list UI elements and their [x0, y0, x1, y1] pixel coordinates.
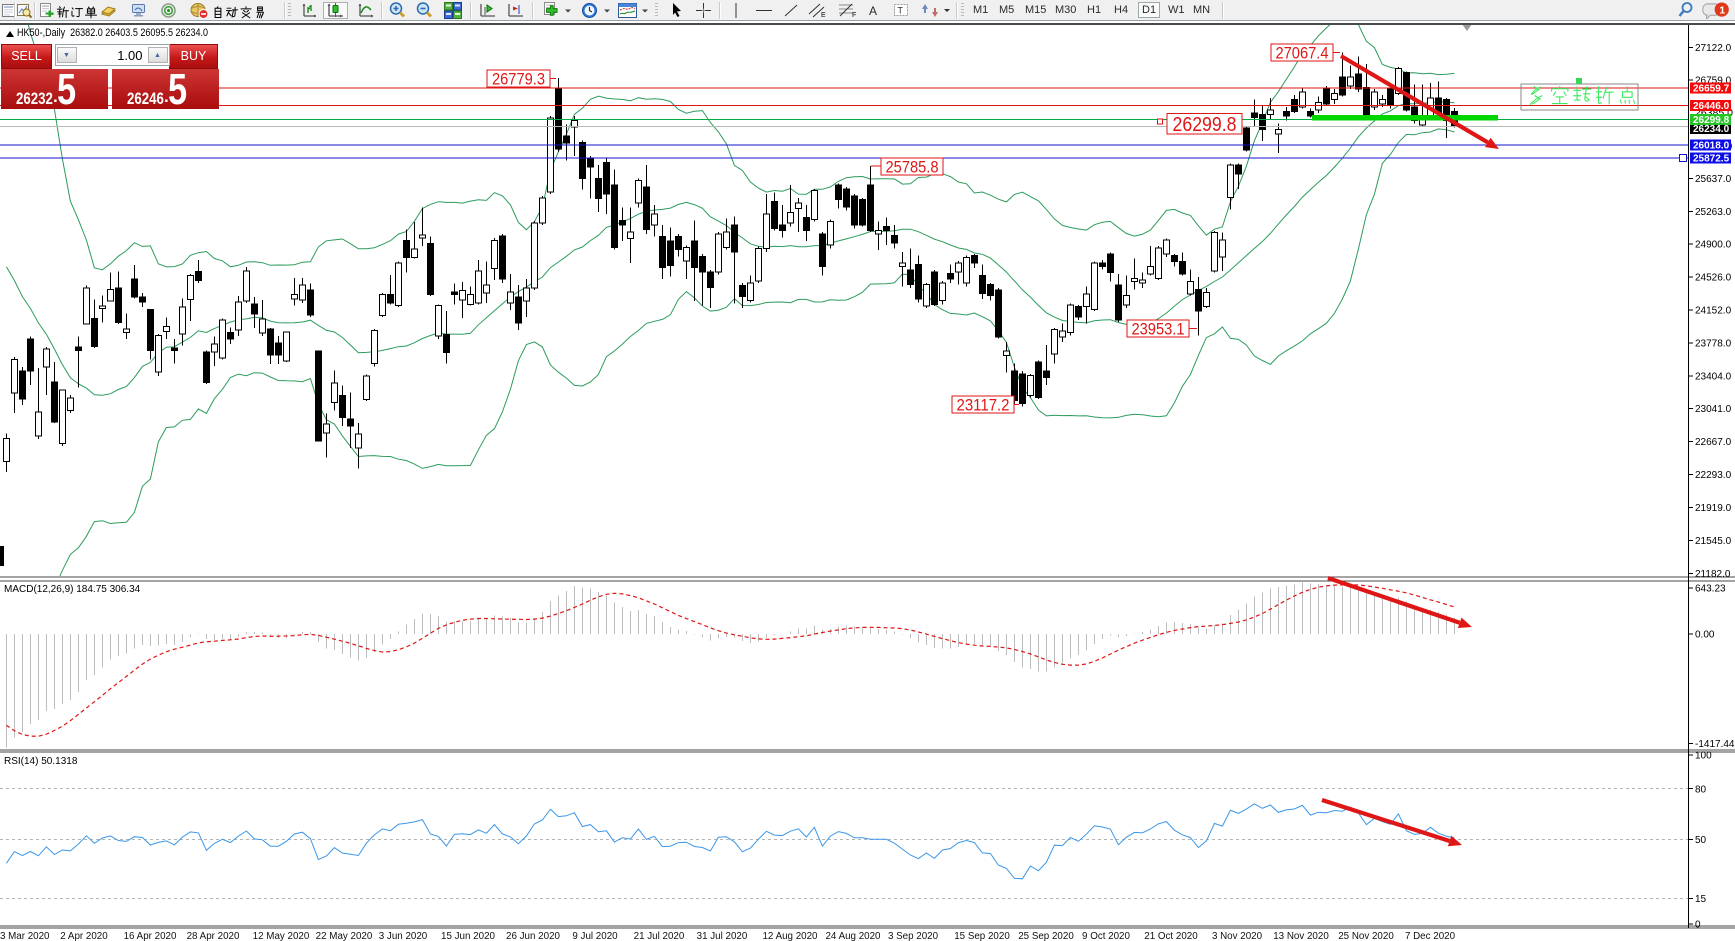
svg-text:22 May 2020: 22 May 2020	[316, 931, 373, 941]
svg-text:21182.0: 21182.0	[1695, 569, 1731, 580]
svg-text:100: 100	[1695, 751, 1712, 762]
svg-text:7 Dec 2020: 7 Dec 2020	[1405, 931, 1456, 941]
svg-text:27067.4: 27067.4	[1276, 44, 1329, 62]
svg-text:23404.0: 23404.0	[1695, 372, 1732, 383]
svg-text:50: 50	[1695, 835, 1707, 846]
svg-text:21 Oct 2020: 21 Oct 2020	[1144, 931, 1198, 941]
svg-text:9 Jul 2020: 9 Jul 2020	[572, 931, 618, 941]
svg-text:22667.0: 22667.0	[1695, 437, 1732, 448]
svg-text:27122.0: 27122.0	[1695, 43, 1732, 54]
svg-text:23117.2: 23117.2	[957, 396, 1010, 414]
svg-text:T: T	[898, 6, 904, 16]
svg-text:16 Apr 2020: 16 Apr 2020	[124, 931, 177, 941]
svg-text:23041.0: 23041.0	[1695, 404, 1732, 415]
svg-text:2 Apr 2020: 2 Apr 2020	[60, 931, 108, 941]
svg-text:25 Sep 2020: 25 Sep 2020	[1018, 931, 1074, 941]
svg-text:26018.0: 26018.0	[1693, 141, 1730, 152]
svg-text:15 Sep 2020: 15 Sep 2020	[954, 931, 1010, 941]
svg-text:12 May 2020: 12 May 2020	[253, 931, 310, 941]
svg-text:643.23: 643.23	[1695, 584, 1726, 595]
svg-text:0.00: 0.00	[1695, 630, 1715, 641]
svg-text:MACD(12,26,9) 184.75 306.34: MACD(12,26,9) 184.75 306.34	[4, 584, 141, 595]
svg-text:24900.0: 24900.0	[1695, 240, 1732, 251]
svg-text:25637.0: 25637.0	[1695, 174, 1732, 185]
svg-text:26299.8: 26299.8	[1173, 114, 1237, 136]
svg-text:E: E	[821, 12, 826, 19]
svg-text:31 Jul 2020: 31 Jul 2020	[697, 931, 748, 941]
svg-text:13 Nov 2020: 13 Nov 2020	[1273, 931, 1329, 941]
svg-text:26759.0: 26759.0	[1695, 76, 1732, 87]
svg-text:26779.3: 26779.3	[492, 70, 545, 88]
svg-text:1: 1	[1719, 5, 1725, 16]
svg-text:26 Jun 2020: 26 Jun 2020	[506, 931, 560, 941]
svg-text:3 Sep 2020: 3 Sep 2020	[888, 931, 939, 941]
svg-text:-1417.44: -1417.44	[1695, 739, 1735, 750]
svg-text:23953.1: 23953.1	[1132, 320, 1185, 338]
svg-text:26234.0: 26234.0	[1693, 124, 1730, 135]
svg-text:28 Apr 2020: 28 Apr 2020	[187, 931, 240, 941]
svg-text:RSI(14) 50.1318: RSI(14) 50.1318	[4, 756, 78, 767]
svg-text:0: 0	[1695, 920, 1701, 931]
svg-text:F: F	[852, 12, 856, 19]
svg-text:21 Jul 2020: 21 Jul 2020	[634, 931, 685, 941]
svg-text:21919.0: 21919.0	[1695, 503, 1732, 514]
svg-text:15 Jun 2020: 15 Jun 2020	[441, 931, 495, 941]
svg-text:26446.0: 26446.0	[1693, 101, 1730, 112]
svg-text:3 Jun 2020: 3 Jun 2020	[379, 931, 428, 941]
svg-text:21545.0: 21545.0	[1695, 536, 1732, 547]
svg-text:24152.0: 24152.0	[1695, 306, 1732, 317]
svg-text:25 Nov 2020: 25 Nov 2020	[1338, 931, 1394, 941]
svg-text:15: 15	[1695, 894, 1707, 905]
svg-text:25263.0: 25263.0	[1695, 207, 1732, 218]
svg-text:25785.8: 25785.8	[886, 158, 939, 176]
svg-text:26299.8: 26299.8	[1693, 115, 1730, 126]
svg-text:3 Nov 2020: 3 Nov 2020	[1212, 931, 1263, 941]
svg-text:24 Aug 2020: 24 Aug 2020	[825, 931, 881, 941]
svg-text:23778.0: 23778.0	[1695, 339, 1732, 350]
svg-text:12 Aug 2020: 12 Aug 2020	[762, 931, 818, 941]
svg-text:23 Mar 2020: 23 Mar 2020	[0, 931, 50, 941]
svg-text:24526.0: 24526.0	[1695, 273, 1732, 284]
svg-text:80: 80	[1695, 784, 1707, 795]
svg-text:26659.7: 26659.7	[1693, 84, 1730, 95]
svg-text:22293.0: 22293.0	[1695, 470, 1732, 481]
svg-text:25872.5: 25872.5	[1693, 154, 1730, 165]
svg-text:9 Oct 2020: 9 Oct 2020	[1082, 931, 1130, 941]
